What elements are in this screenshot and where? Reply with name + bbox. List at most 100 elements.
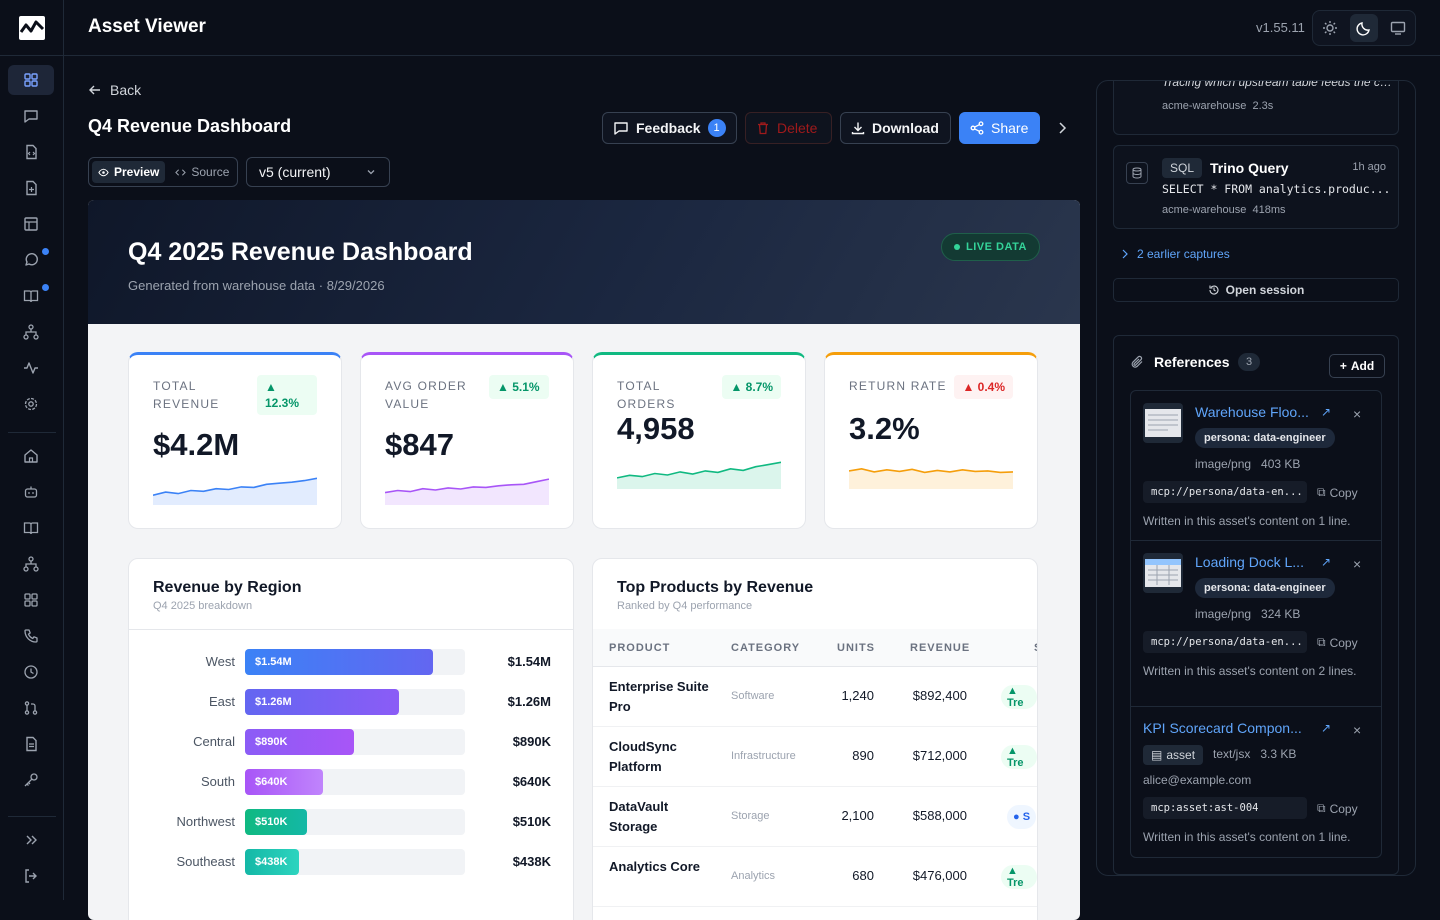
remove-reference-icon[interactable]: ×	[1353, 722, 1362, 738]
light-theme-button[interactable]	[1316, 14, 1344, 42]
capture-duration: 2.3s	[1252, 100, 1274, 112]
region-bar[interactable]: $640K	[245, 769, 324, 795]
reference-item[interactable]: Warehouse Floo... ↗ × persona: data-engi…	[1131, 391, 1381, 541]
sidebar-item-apps[interactable]	[8, 585, 54, 615]
sidebar-item-pull-requests[interactable]	[8, 693, 54, 723]
sidebar-item-hierarchy[interactable]	[8, 549, 54, 579]
sidebar-item-documents[interactable]	[8, 729, 54, 759]
region-bar[interactable]: $510K	[245, 809, 308, 835]
delete-button[interactable]: Delete	[745, 112, 832, 144]
copy-uri-button[interactable]: ⧉ Copy	[1317, 801, 1358, 816]
logout-button[interactable]	[8, 861, 54, 891]
key-icon	[24, 773, 38, 787]
history-icon	[1209, 285, 1219, 295]
sidebar-item-keys[interactable]	[8, 765, 54, 795]
kpi-sparkline	[617, 461, 781, 489]
table-row[interactable]: DataVault Storage Storage 2,100 $588,000 ● S	[593, 787, 1037, 847]
region-bar[interactable]: $438K	[245, 849, 299, 875]
kpi-label: TOTAL REVENUE	[153, 379, 220, 411]
session-capture-card[interactable]: Tracing which upstream table feeds the c…	[1113, 81, 1399, 135]
back-link[interactable]: Back	[88, 82, 141, 98]
sidebar-item-home[interactable]	[8, 441, 54, 471]
sidebar-item-tables[interactable]	[8, 209, 54, 239]
app-logo[interactable]	[0, 0, 64, 56]
sidebar-item-new-file[interactable]	[8, 173, 54, 203]
kpi-value: 4,958	[617, 411, 695, 446]
sidebar-item-bots[interactable]	[8, 477, 54, 507]
remove-reference-icon[interactable]: ×	[1353, 406, 1362, 422]
expand-sidebar-button[interactable]	[8, 825, 54, 855]
preview-tab[interactable]: Preview	[92, 161, 166, 183]
sun-icon	[1323, 21, 1337, 35]
external-link-icon[interactable]: ↗	[1321, 555, 1332, 569]
region-bar[interactable]: $1.26M	[245, 689, 399, 715]
reference-name[interactable]: Warehouse Floo...	[1195, 404, 1309, 420]
copy-uri-button[interactable]: ⧉ Copy	[1317, 485, 1358, 500]
sidebar-item-activity[interactable]	[8, 353, 54, 383]
share-button[interactable]: Share	[959, 112, 1040, 144]
source-tab[interactable]: Source	[169, 161, 235, 183]
add-reference-button[interactable]: + Add	[1329, 354, 1385, 378]
region-bar[interactable]: $1.54M	[245, 649, 434, 675]
region-bar[interactable]: $890K	[245, 729, 354, 755]
region-panel-title: Revenue by Region	[153, 579, 302, 596]
sql-capture-card[interactable]: SQL Trino Query 1h ago SELECT * FROM ana…	[1113, 145, 1399, 229]
code-icon	[175, 168, 187, 176]
kpi-card: TOTAL REVENUE ▲ 12.3% $4.2M	[128, 352, 342, 529]
live-data-badge: LIVE DATA	[941, 233, 1040, 261]
sidebar-item-calls[interactable]	[8, 621, 54, 651]
download-button[interactable]: Download	[840, 112, 951, 144]
column-header-revenue[interactable]: REVENUE	[910, 642, 971, 654]
share-icon	[970, 121, 984, 135]
system-theme-button[interactable]	[1384, 14, 1412, 42]
version-select[interactable]: v5 (current)	[246, 157, 390, 187]
theme-switcher	[1312, 10, 1416, 46]
sidebar-item-settings[interactable]	[8, 389, 54, 419]
reference-item[interactable]: Loading Dock L... ↗ × persona: data-engi…	[1131, 541, 1381, 707]
column-header-status[interactable]: S	[1034, 642, 1037, 654]
column-header-product[interactable]: PRODUCT	[609, 642, 671, 654]
sidebar-item-chat[interactable]	[8, 245, 54, 275]
kpi-delta-badge: ▲ 0.4%	[954, 375, 1013, 399]
feedback-button[interactable]: Feedback 1	[602, 112, 737, 144]
trash-icon	[758, 122, 768, 135]
dark-theme-button[interactable]	[1350, 14, 1378, 42]
table-row[interactable]: CloudSync Platform Infrastructure 890 $712,…	[593, 727, 1037, 787]
reference-item[interactable]: KPI Scorecard Compon... ↗ × ▤ asset text/…	[1131, 707, 1381, 857]
open-session-button[interactable]: Open session	[1113, 278, 1399, 302]
feedback-count-badge: 1	[707, 119, 726, 137]
kpi-delta-badge: ▲ 5.1%	[489, 375, 549, 399]
earlier-captures-toggle[interactable]: 2 earlier captures	[1121, 247, 1230, 261]
table-row[interactable]: Enterprise Suite Pro Software 1,240 $892,40…	[593, 667, 1037, 727]
paperclip-icon	[1131, 355, 1143, 368]
download-icon	[851, 122, 865, 135]
kpi-card: RETURN RATE ▲ 0.4% 3.2%	[824, 352, 1038, 529]
external-link-icon[interactable]: ↗	[1321, 721, 1332, 735]
sidebar-item-org[interactable]	[8, 317, 54, 347]
reference-owner: alice@example.com	[1143, 773, 1252, 787]
download-label: Download	[872, 120, 939, 136]
copy-icon: ⧉	[1317, 485, 1326, 499]
column-header-category[interactable]: CATEGORY	[731, 642, 801, 654]
sidebar-item-code-files[interactable]	[8, 137, 54, 167]
revenue-by-region-panel: Revenue by Region Q4 2025 breakdown West…	[128, 558, 574, 920]
region-bar-row: South $640K $640K	[129, 769, 573, 795]
table-row[interactable]: Analytics Core Analytics 680 $476,000 ▲ Tre	[593, 847, 1037, 907]
copy-uri-button[interactable]: ⧉ Copy	[1317, 635, 1358, 650]
sidebar-item-dashboard[interactable]	[8, 65, 54, 95]
sidebar-item-history[interactable]	[8, 657, 54, 687]
region-label: Northwest	[176, 814, 235, 829]
collapse-panel-button[interactable]	[1054, 120, 1070, 141]
external-link-icon[interactable]: ↗	[1321, 405, 1332, 419]
copy-label: Copy	[1329, 801, 1358, 816]
remove-reference-icon[interactable]: ×	[1353, 556, 1362, 572]
sidebar-item-messages[interactable]	[8, 101, 54, 131]
kpi-delta-badge: ▲ 12.3%	[257, 375, 317, 415]
reference-name[interactable]: KPI Scorecard Compon...	[1143, 720, 1302, 736]
sidebar-item-library[interactable]	[8, 513, 54, 543]
column-header-units[interactable]: UNITS	[837, 642, 875, 654]
reference-name[interactable]: Loading Dock L...	[1195, 554, 1304, 570]
sidebar-item-docs[interactable]	[8, 281, 54, 311]
region-value: $1.54M	[507, 654, 551, 669]
region-value: $1.26M	[507, 694, 551, 709]
